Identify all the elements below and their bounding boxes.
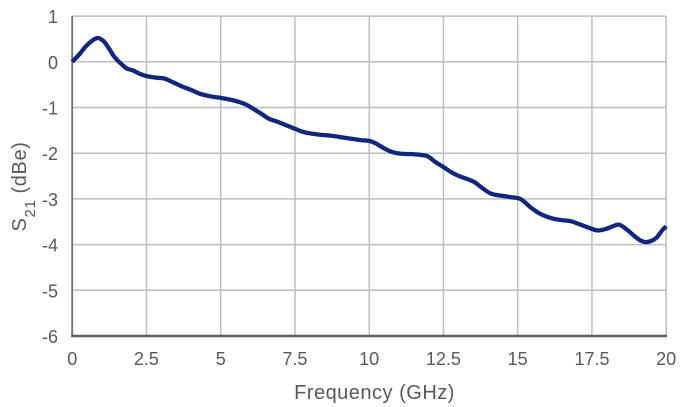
svg-text:0: 0 [67,349,77,369]
svg-text:Frequency (GHz): Frequency (GHz) [294,382,455,404]
svg-text:-3: -3 [42,190,58,210]
svg-text:-4: -4 [42,236,58,256]
svg-text:20: 20 [656,349,676,369]
svg-text:-5: -5 [42,281,58,301]
svg-text:1: 1 [48,7,58,27]
svg-text:15: 15 [508,349,528,369]
svg-text:7.5: 7.5 [282,349,307,369]
svg-text:0: 0 [48,53,58,73]
svg-text:12.5: 12.5 [426,349,461,369]
svg-text:-1: -1 [42,99,58,119]
svg-text:5: 5 [216,349,226,369]
svg-text:-6: -6 [42,327,58,347]
svg-text:-2: -2 [42,144,58,164]
svg-text:2.5: 2.5 [134,349,159,369]
svg-text:10: 10 [359,349,379,369]
svg-text:17.5: 17.5 [574,349,609,369]
